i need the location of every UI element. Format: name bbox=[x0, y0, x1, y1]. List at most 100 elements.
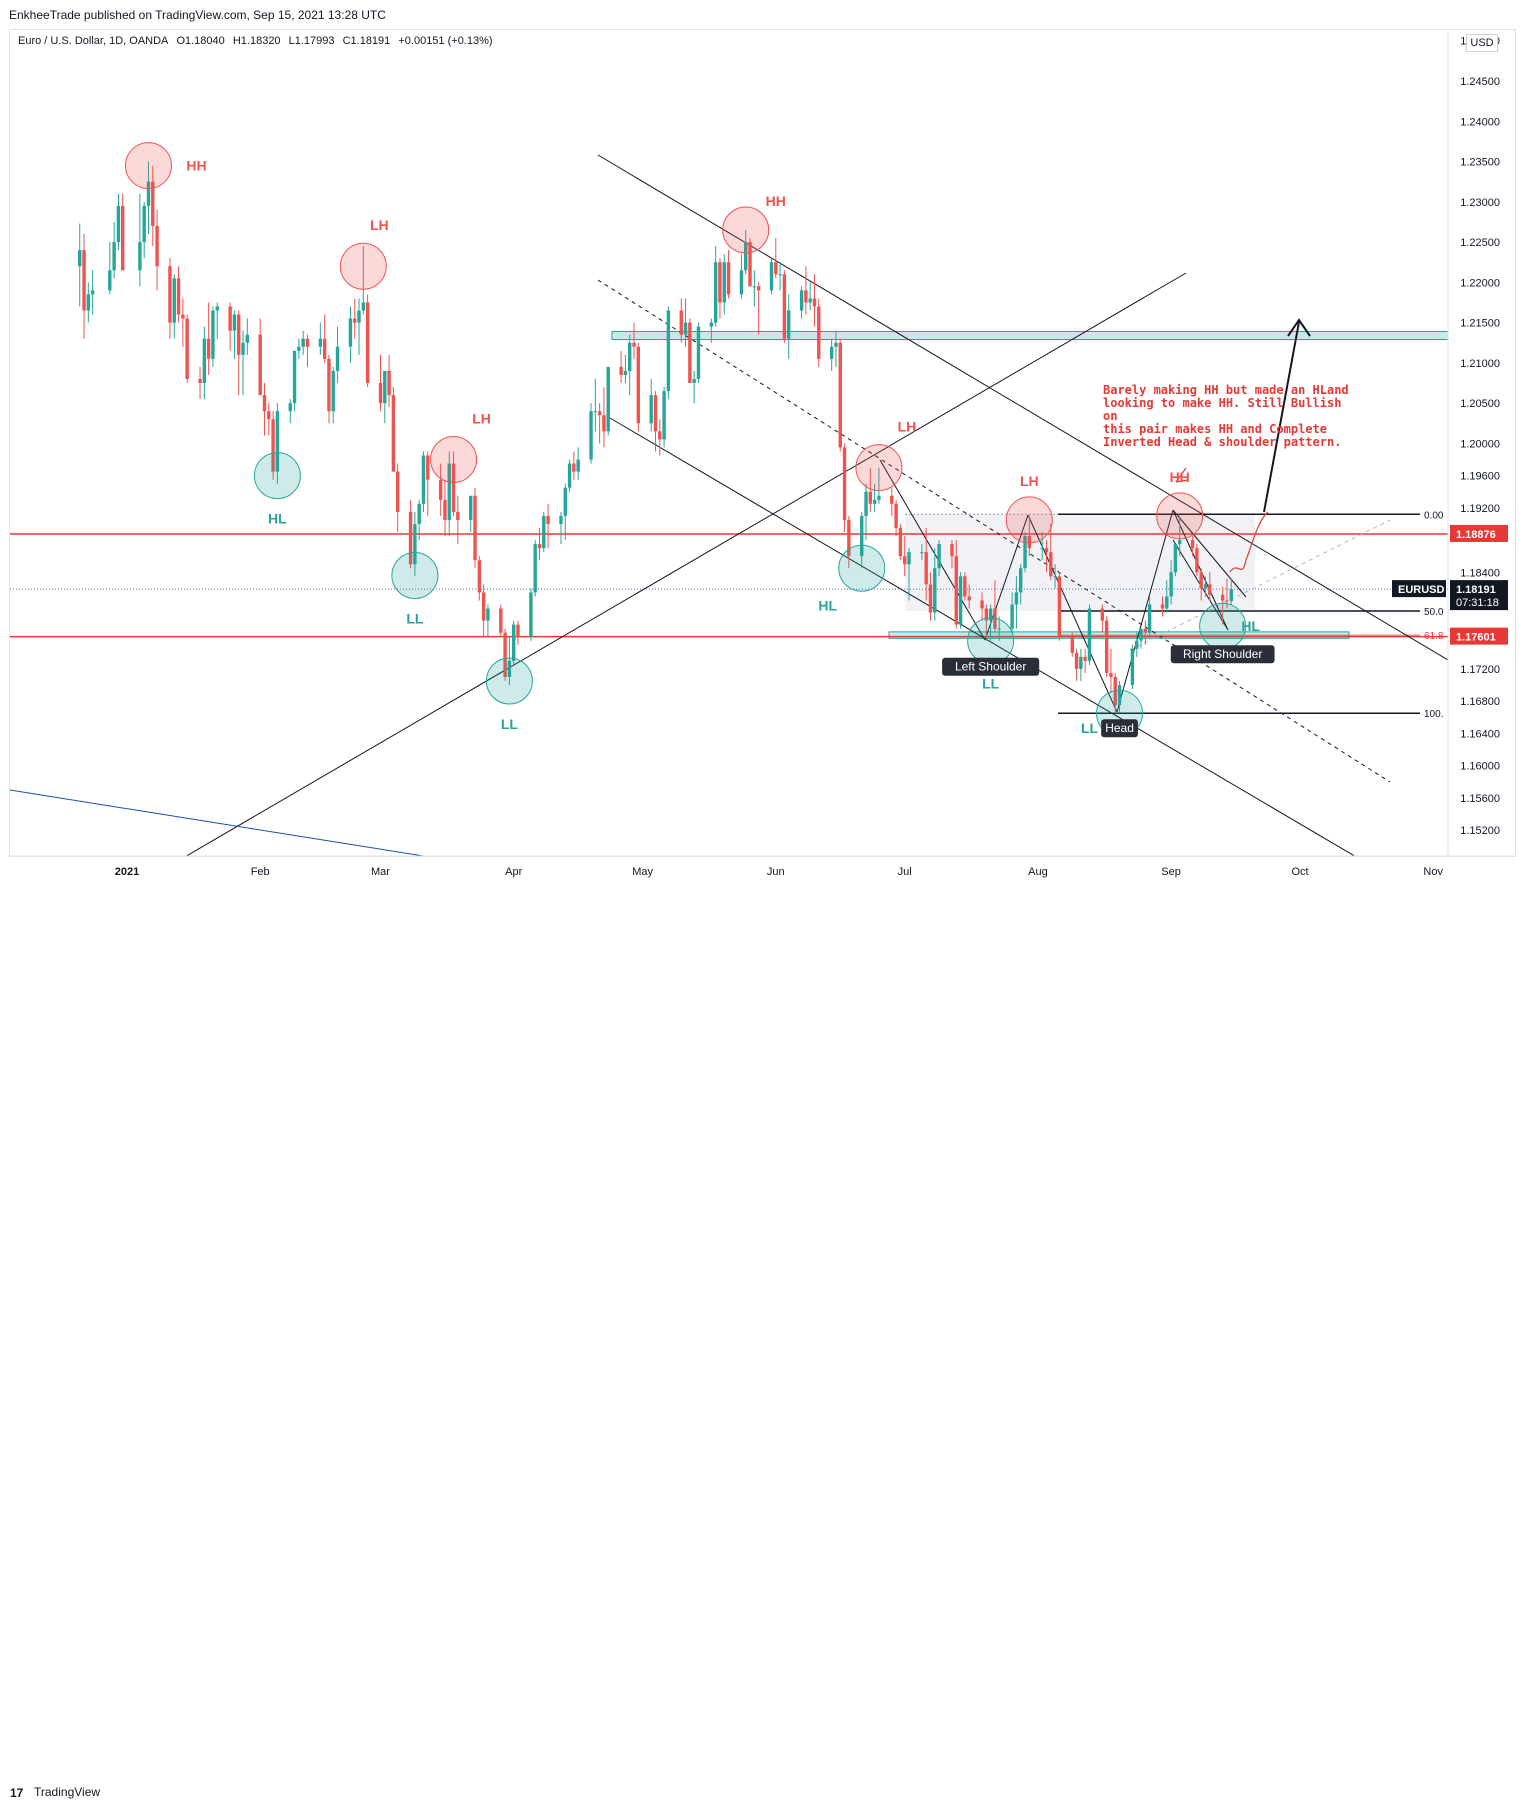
candle-body bbox=[413, 523, 417, 565]
candle bbox=[997, 616, 1001, 641]
candle-body bbox=[383, 370, 387, 404]
y-tick-label: 1.16400 bbox=[1460, 728, 1500, 740]
candle-body bbox=[589, 411, 593, 460]
candle-body bbox=[1023, 536, 1027, 569]
candle bbox=[903, 536, 907, 577]
candle bbox=[632, 322, 636, 359]
pivot-high-circle bbox=[124, 142, 172, 190]
candle bbox=[1147, 596, 1152, 637]
candle bbox=[82, 234, 86, 339]
candle bbox=[576, 447, 580, 480]
candle bbox=[108, 242, 112, 295]
candle bbox=[877, 467, 881, 504]
candle-body bbox=[542, 515, 546, 549]
candle bbox=[301, 330, 305, 355]
candle-body bbox=[1165, 596, 1169, 609]
candle-body bbox=[933, 568, 937, 613]
candle-body bbox=[1139, 628, 1143, 641]
candle-body bbox=[696, 326, 701, 379]
candle bbox=[602, 387, 606, 448]
currency-button[interactable]: USD bbox=[1466, 34, 1498, 52]
candle bbox=[305, 334, 310, 367]
y-tick-label: 1.20000 bbox=[1460, 438, 1500, 450]
candle-body bbox=[1044, 548, 1049, 553]
candle bbox=[86, 282, 91, 323]
candle-body bbox=[155, 225, 159, 267]
pattern-leg bbox=[1116, 509, 1174, 713]
candle-body bbox=[443, 499, 447, 520]
pivot-low-circle bbox=[253, 452, 301, 500]
x-tick-label: Apr bbox=[505, 866, 522, 878]
price-chart[interactable]: 2021 Feb Mar Apr May Jun Jul Aug Sep Oct Nov 1.1520… bbox=[0, 0, 1526, 920]
ohlc-low: L1.17993 bbox=[288, 35, 335, 47]
candle-body bbox=[387, 370, 391, 396]
pivot-label: HL bbox=[818, 597, 837, 613]
candle bbox=[1195, 544, 1199, 577]
candle bbox=[172, 274, 176, 339]
candle bbox=[318, 322, 323, 355]
pattern-label-box bbox=[1170, 645, 1275, 664]
candle-body bbox=[1160, 604, 1165, 609]
tradingview-brand[interactable]: TradingView bbox=[34, 1785, 101, 1799]
candle bbox=[748, 238, 752, 287]
candle-body bbox=[378, 383, 383, 404]
price-tag-box bbox=[1450, 524, 1508, 542]
candle-body bbox=[619, 366, 623, 375]
candle-body bbox=[847, 519, 851, 557]
candle bbox=[679, 298, 683, 343]
candle-body bbox=[211, 310, 215, 359]
y-tick-label: 1.22500 bbox=[1460, 237, 1500, 249]
candle bbox=[258, 318, 262, 396]
note-line: Inverted Head & shoulder pattern. bbox=[1103, 435, 1342, 449]
tradingview-logo[interactable]: 17 bbox=[10, 1786, 24, 1800]
candle bbox=[933, 548, 937, 621]
candle bbox=[383, 370, 387, 424]
candle-body bbox=[516, 624, 520, 637]
candle bbox=[718, 258, 722, 319]
candle-body bbox=[769, 262, 774, 291]
candle bbox=[378, 354, 383, 412]
candle bbox=[512, 620, 516, 665]
wedge-upper bbox=[1172, 509, 1247, 598]
y-tick-label: 1.19600 bbox=[1460, 471, 1500, 483]
candle-body bbox=[1173, 544, 1178, 573]
red-check-mark bbox=[1175, 467, 1189, 483]
candle-body bbox=[606, 366, 610, 432]
candle-body bbox=[860, 515, 864, 557]
candle-body bbox=[297, 346, 301, 351]
candle bbox=[335, 326, 340, 384]
candle bbox=[297, 338, 301, 359]
candle bbox=[799, 286, 804, 319]
candle-body bbox=[1053, 576, 1057, 578]
candle bbox=[868, 467, 873, 512]
candle bbox=[477, 556, 482, 601]
candle-body bbox=[632, 342, 636, 347]
publish-header: EnkheeTrade published on TradingView.com… bbox=[0, 0, 1526, 30]
candle-body bbox=[958, 576, 963, 625]
pivot-label: HL bbox=[1241, 618, 1260, 634]
candle bbox=[1079, 648, 1083, 682]
candle-body bbox=[1135, 640, 1139, 649]
candle bbox=[963, 572, 967, 601]
candle-body bbox=[1040, 548, 1044, 550]
candle bbox=[537, 527, 542, 561]
candle-body bbox=[662, 391, 666, 440]
candle bbox=[395, 463, 400, 533]
candle bbox=[168, 258, 172, 339]
candle bbox=[778, 262, 782, 291]
candle bbox=[662, 387, 666, 448]
pattern-label-text: Head bbox=[1105, 721, 1134, 735]
candle-body bbox=[1074, 652, 1079, 669]
candle-body bbox=[258, 334, 262, 396]
pivot-high-circle bbox=[722, 206, 770, 254]
candle bbox=[722, 254, 726, 315]
candle-body bbox=[666, 310, 671, 392]
candle-body bbox=[739, 270, 744, 295]
candle bbox=[1130, 644, 1135, 690]
candle bbox=[593, 378, 598, 432]
candle-body bbox=[692, 378, 696, 384]
candle bbox=[408, 499, 413, 569]
candle bbox=[516, 620, 520, 645]
fib-label: 0.00 bbox=[1424, 510, 1444, 521]
candle bbox=[1027, 517, 1032, 557]
